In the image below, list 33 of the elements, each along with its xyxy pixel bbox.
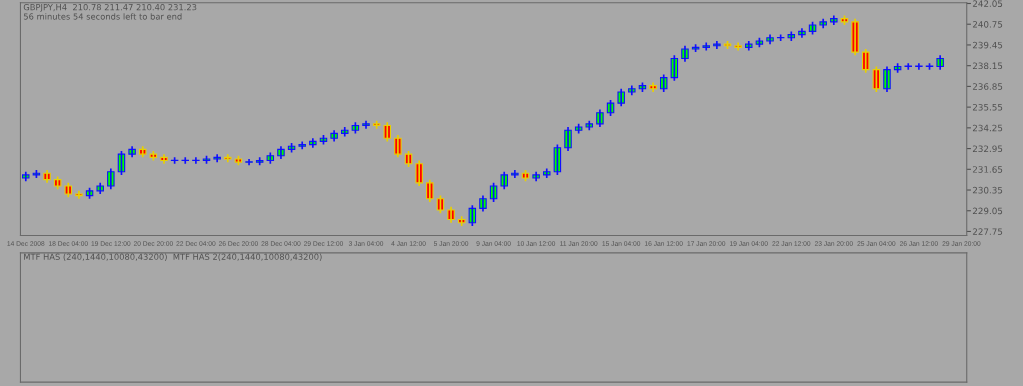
- candlestick: [224, 153, 232, 163]
- text: 56 minutes 54 seconds left to bar end: [23, 13, 182, 20]
- y-tick-label: 230.35: [972, 186, 1003, 194]
- candlestick: [628, 84, 636, 97]
- candlestick: [543, 167, 551, 179]
- y-tick-label: 227.75: [972, 228, 1003, 235]
- y-tick-label: 236.85: [972, 83, 1003, 90]
- candlestick: [64, 182, 73, 199]
- candlestick: [511, 169, 519, 179]
- candlestick: [22, 170, 30, 183]
- y-tick-label: 239.45: [972, 41, 1003, 49]
- y-tick-label: 242.05: [972, 0, 1003, 7]
- y-tick-label: 231.65: [972, 166, 1003, 173]
- candlestick: [734, 41, 742, 52]
- candlestick: [702, 41, 710, 52]
- chart-title: GBPJPY,H4 210.78 211.47 210.40 231.23: [23, 4, 197, 12]
- candlestick: [819, 17, 827, 30]
- y-tick-label: 234.25: [972, 124, 1003, 132]
- candlestick: [75, 189, 83, 200]
- y-tick-label: 238.15: [972, 62, 1003, 70]
- y-tick-label: 229.05: [972, 207, 1003, 215]
- y-tick-label: 240.75: [972, 21, 1003, 28]
- candlestick: [766, 33, 774, 45]
- candlestick: [213, 153, 221, 163]
- candlestick: [585, 119, 594, 132]
- candlestick: [245, 158, 253, 167]
- candlestick: [362, 119, 370, 130]
- y-tick-label: 235.55: [972, 103, 1003, 111]
- candlestick: [255, 156, 264, 167]
- text: MTF HAS (240,1440,10080,43200) MTF HAS 2(240,1440,10080,43200): [24, 253, 322, 261]
- y-tick-label: 232.95: [972, 145, 1003, 153]
- candlestick: [532, 170, 540, 183]
- candlestick: [298, 140, 306, 151]
